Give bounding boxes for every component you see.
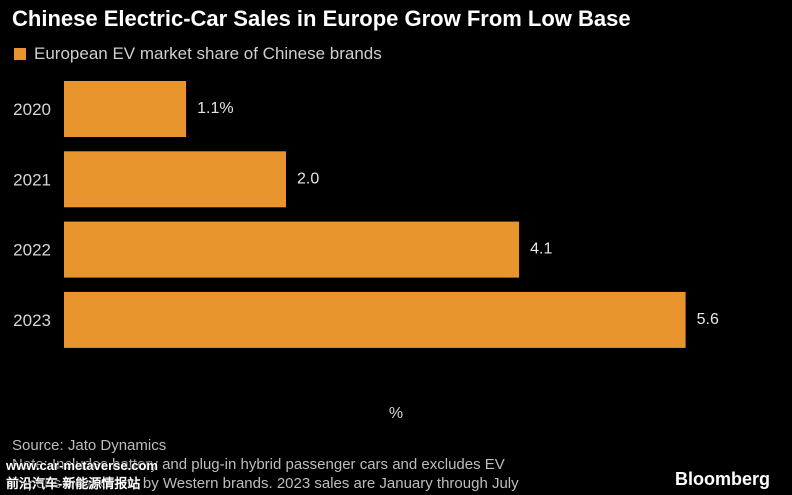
legend-swatch [14, 48, 26, 60]
value-label: 4.1 [530, 241, 552, 258]
category-label: 2022 [13, 241, 51, 260]
category-label: 2020 [13, 100, 51, 119]
watermark-url: www.car-metaverse.com [6, 458, 158, 473]
bar [64, 81, 187, 137]
legend-label: European EV market share of Chinese bran… [34, 44, 382, 63]
chart-title: Chinese Electric-Car Sales in Europe Gro… [12, 6, 631, 31]
bar-chart: 2020 1.1% 2021 2.0 2022 4.1 2023 5.6% [13, 81, 719, 422]
x-axis-label: % [389, 405, 403, 422]
category-label: 2023 [13, 311, 51, 330]
footnote-line-1: Note: Includes battery and plug-in hybri… [12, 456, 505, 473]
value-label: 2.0 [297, 170, 319, 187]
bar [64, 151, 286, 208]
footnote-line-2: imports from China by Western brands. 20… [12, 475, 519, 492]
footer: Source: Jato Dynamics Note: Includes bat… [12, 436, 612, 493]
bar [64, 221, 520, 278]
category-label: 2021 [13, 170, 51, 189]
source-note: Source: Jato Dynamics [12, 437, 167, 454]
bar [64, 291, 686, 348]
watermark-text: 前沿汽车-新能源情报站 [6, 476, 141, 491]
value-label: 5.6 [697, 311, 719, 328]
bloomberg-logo: Bloomberg [674, 469, 770, 489]
watermark: www.car-metaverse.com 前沿汽车-新能源情报站 [6, 457, 158, 493]
legend: European EV market share of Chinese bran… [14, 44, 382, 64]
value-label: 1.1% [197, 100, 233, 117]
